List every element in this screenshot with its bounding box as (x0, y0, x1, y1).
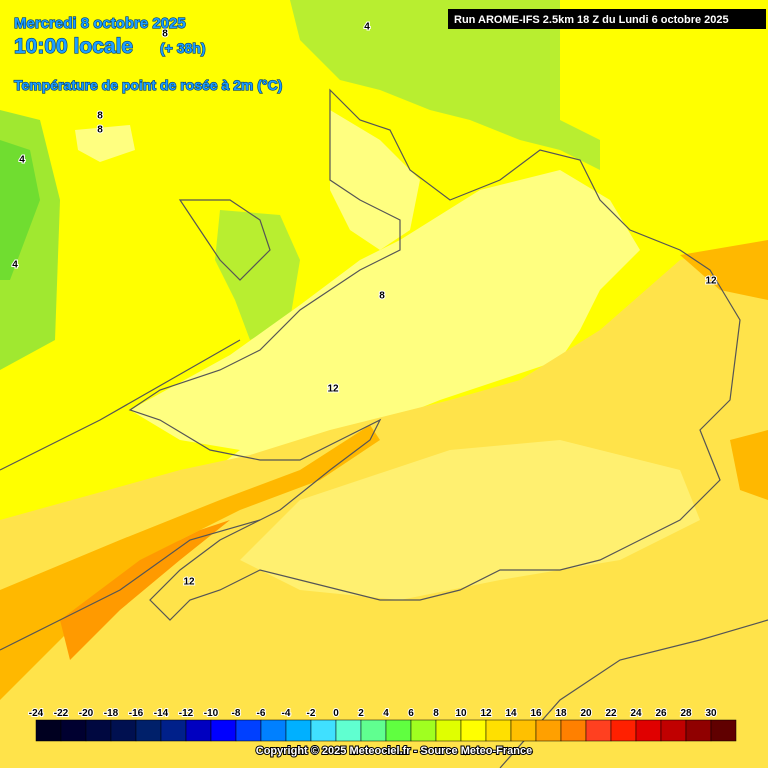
legend-tick-label: 22 (605, 708, 617, 719)
legend-tick-label: -14 (154, 708, 169, 719)
legend-tick-label: 4 (383, 708, 389, 719)
legend-swatch (535, 719, 562, 742)
legend-tick-label: -8 (232, 708, 241, 719)
legend-tick-label: 10 (455, 708, 467, 719)
legend-swatch (35, 719, 62, 742)
field-pale (330, 110, 420, 250)
legend-tick-label: 30 (705, 708, 717, 719)
legend-swatch (285, 719, 312, 742)
legend-swatch (335, 719, 362, 742)
field-orange-dark (60, 520, 230, 660)
legend-tick-label: 8 (433, 708, 439, 719)
legend-swatch (135, 719, 162, 742)
legend-swatch (410, 719, 437, 742)
legend-tick-label: -22 (54, 708, 69, 719)
field-pale (240, 440, 700, 600)
legend-swatch (60, 719, 87, 742)
legend-tick-label: 20 (580, 708, 592, 719)
field-green (215, 210, 300, 340)
copyright: Copyright © 2025 Meteociel.fr - Source M… (256, 745, 532, 757)
field-green-dark (0, 140, 40, 280)
legend-swatch (685, 719, 712, 742)
legend-tick-label: -16 (129, 708, 144, 719)
contour-label: 8 (97, 111, 103, 122)
legend-swatch (460, 719, 487, 742)
legend-swatch (485, 719, 512, 742)
legend-swatch (310, 719, 337, 742)
legend-tick-label: -18 (104, 708, 119, 719)
field-pale (75, 125, 135, 162)
coastline (178, 199, 271, 281)
contour-label: 8 (97, 125, 103, 136)
legend-tick-label: -4 (282, 708, 291, 719)
field-orange (680, 240, 768, 300)
header-variable: Température de point de rosée à 2m (°C) (14, 77, 282, 93)
legend-swatch (510, 719, 537, 742)
legend-swatch (185, 719, 212, 742)
legend-tick-label: 28 (680, 708, 692, 719)
contour-label: 12 (327, 384, 339, 395)
legend-swatch (110, 719, 137, 742)
legend-tick-label: 14 (505, 708, 517, 719)
legend-tick-label: 6 (408, 708, 414, 719)
legend-tick-label: -2 (307, 708, 316, 719)
contour-label: 12 (705, 276, 717, 287)
coastline (128, 88, 741, 621)
legend-tick-label: -12 (179, 708, 194, 719)
header-lead: (+ 38h) (160, 40, 206, 56)
legend-swatch (435, 719, 462, 742)
legend-tick-label: 0 (333, 708, 339, 719)
legend-tick-label: 2 (358, 708, 364, 719)
legend-swatch (360, 719, 387, 742)
legend-tick-label: -24 (29, 708, 44, 719)
contour-label: 8 (162, 29, 168, 40)
run-label: Run AROME-IFS 2.5km 18 Z du Lundi 6 octo… (454, 14, 729, 26)
legend-tick-label: -10 (204, 708, 219, 719)
field-orange (730, 430, 768, 500)
legend-tick-label: 12 (480, 708, 492, 719)
header-time: 10:00 locale (14, 35, 133, 58)
contour-label: 4 (364, 22, 370, 33)
legend-tick-label: 24 (630, 708, 642, 719)
legend-tick-label: 26 (655, 708, 667, 719)
legend-swatch (210, 719, 237, 742)
contour-label: 4 (19, 155, 25, 166)
legend-swatch (585, 719, 612, 742)
legend-tick-label: 16 (530, 708, 542, 719)
legend-swatch (385, 719, 412, 742)
legend-tick-label: -20 (79, 708, 94, 719)
legend-swatch (85, 719, 112, 742)
legend-tick-label: 18 (555, 708, 567, 719)
contour-label: 8 (379, 291, 385, 302)
legend-swatch (560, 719, 587, 742)
run-label-bg (448, 9, 766, 29)
legend-tick-label: -6 (257, 708, 266, 719)
legend-swatch (235, 719, 262, 742)
legend-swatch (635, 719, 662, 742)
contour-label: 4 (12, 260, 18, 271)
legend-swatch (160, 719, 187, 742)
contour-line (0, 519, 261, 651)
header-date: Mercredi 8 octobre 2025 (14, 15, 186, 32)
field-green (290, 0, 600, 170)
field-orange (0, 425, 380, 700)
contour-line (0, 339, 241, 471)
legend-swatch (660, 719, 687, 742)
legend-swatch (260, 719, 287, 742)
legend-swatch (610, 719, 637, 742)
contour-label: 12 (183, 577, 195, 588)
legend-swatch (710, 719, 737, 742)
